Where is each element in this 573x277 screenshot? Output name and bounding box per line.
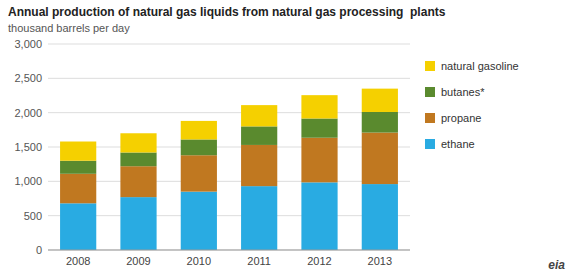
- legend-label: ethane: [441, 138, 475, 150]
- x-tick-label: 2009: [126, 255, 150, 267]
- subtitle: thousand barrels per day: [8, 22, 130, 34]
- bar: [241, 126, 277, 145]
- grid: [48, 44, 410, 250]
- y-axis: 0 500 1,000 1,500 2,000 2,500 3,000: [14, 38, 42, 256]
- bar: [241, 105, 277, 126]
- legend-label: propane: [441, 112, 481, 124]
- bar: [362, 133, 398, 185]
- bar: [301, 182, 337, 250]
- grid-line: [48, 215, 410, 216]
- bar: [60, 161, 96, 174]
- bar: [362, 112, 398, 133]
- x-tick-label: 2012: [307, 255, 331, 267]
- bar: [60, 174, 96, 204]
- grid-line: [48, 181, 410, 182]
- x-axis: 2008 2009 2010 2011 2012 2013: [48, 250, 410, 267]
- y-tick-label: 3,000: [14, 38, 42, 50]
- bar: [241, 145, 277, 186]
- y-tick-label: 2,000: [14, 107, 42, 119]
- bar: [301, 95, 337, 118]
- bar: [120, 166, 156, 197]
- bar: [362, 89, 398, 112]
- legend-swatch: [425, 61, 435, 71]
- bar: [181, 155, 217, 191]
- annotation: eia: [548, 258, 565, 272]
- grid-line: [48, 147, 410, 148]
- title: Annual production of natural gas liquids…: [8, 5, 446, 19]
- bar: [181, 192, 217, 250]
- grid-line: [48, 112, 410, 113]
- bar: [60, 142, 96, 161]
- grid-line: [48, 250, 410, 251]
- legend-swatch: [425, 87, 435, 97]
- legend-swatch: [425, 113, 435, 123]
- chart: Annual production of natural gas liquids…: [0, 0, 573, 277]
- bar: [120, 133, 156, 152]
- bars: [60, 89, 398, 250]
- legend-label: butanes*: [441, 86, 485, 98]
- bar: [362, 184, 398, 250]
- legend-swatch: [425, 139, 435, 149]
- legend: natural gasoline butanes* propane ethane: [425, 60, 519, 150]
- grid-line: [48, 44, 410, 45]
- y-tick-label: 2,500: [14, 72, 42, 84]
- x-axis-line: [48, 250, 410, 251]
- bar: [120, 197, 156, 250]
- x-tick-label: 2010: [187, 255, 211, 267]
- y-tick-label: 1,000: [14, 175, 42, 187]
- x-tick-label: 2011: [247, 255, 271, 267]
- y-tick-label: 500: [24, 210, 42, 222]
- y-tick-label: 1,500: [14, 141, 42, 153]
- bar: [241, 186, 277, 250]
- bar: [301, 119, 337, 138]
- bar: [301, 138, 337, 183]
- x-tick-label: 2008: [66, 255, 90, 267]
- x-tick-label: 2013: [368, 255, 392, 267]
- bar: [181, 139, 217, 155]
- grid-line: [48, 78, 410, 79]
- bar: [60, 203, 96, 250]
- bar: [120, 152, 156, 166]
- y-tick-label: 0: [36, 244, 42, 256]
- legend-label: natural gasoline: [441, 60, 519, 72]
- bar: [181, 121, 217, 140]
